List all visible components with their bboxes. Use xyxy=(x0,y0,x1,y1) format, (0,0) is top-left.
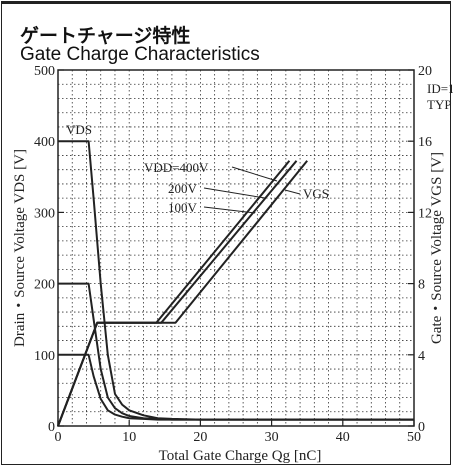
y-left-tick-label: 300 xyxy=(34,206,55,221)
vgs-label: VGS xyxy=(303,186,329,201)
y-right-axis-label: Gate・Source Voltage VGS [V] xyxy=(429,152,445,344)
x-tick-label: 40 xyxy=(336,430,350,445)
condition-typ-label: TYP xyxy=(427,97,452,112)
series-line-vgs-vdd-100v xyxy=(57,160,291,427)
series-layer xyxy=(57,140,414,427)
y-left-tick-label: 100 xyxy=(34,349,55,364)
chart-title-japanese: ゲートチャージ特性 xyxy=(20,25,191,47)
vds-label: VDS xyxy=(66,122,92,137)
y-right-tick-label: 12 xyxy=(418,206,432,221)
y-left-tick-label: 500 xyxy=(34,64,55,79)
y-right-tick-label: 0 xyxy=(418,420,425,435)
grid xyxy=(58,70,414,426)
vdd-200v-leader xyxy=(203,187,266,199)
x-tick-label: 0 xyxy=(55,430,62,445)
chart-title-english: Gate Charge Characteristics xyxy=(20,44,260,65)
plot-area-border xyxy=(57,69,415,427)
vgs-leader xyxy=(284,189,301,195)
y-left-tick-label: 400 xyxy=(34,135,55,150)
x-tick-label: 20 xyxy=(193,430,207,445)
x-tick-label: 50 xyxy=(407,430,421,445)
vdd-100v-label: 100V xyxy=(168,200,198,215)
x-tick-label: 10 xyxy=(122,430,136,445)
series-line-vds-vdd-100v xyxy=(58,353,414,421)
series-line-vds-vdd-400v xyxy=(58,140,414,421)
annotations: ID=13A TYP VDS VGS VDD=400V 200V 100V xyxy=(66,81,453,215)
y-left-tick-label: 200 xyxy=(34,278,55,293)
y-right-tick-label: 20 xyxy=(418,64,432,79)
x-axis-label: Total Gate Charge Qg [nC] xyxy=(159,448,322,464)
condition-id-label: ID=13A xyxy=(427,81,453,96)
y-left-axis-label: Drain・Source Voltage VDS [V] xyxy=(12,149,28,347)
y-left-tick-label: 0 xyxy=(48,420,55,435)
y-right-tick-label: 16 xyxy=(418,135,432,150)
vdd-200v-label: 200V xyxy=(168,181,198,196)
vdd-400v-leader xyxy=(231,166,278,182)
x-tick-label: 30 xyxy=(265,430,279,445)
series-line-vds-vdd-200v xyxy=(58,282,414,421)
vdd-100v-leader xyxy=(203,206,256,214)
vdd-400v-label: VDD=400V xyxy=(144,160,209,175)
y-right-tick-label: 4 xyxy=(418,349,425,364)
y-right-tick-label: 8 xyxy=(418,278,425,293)
